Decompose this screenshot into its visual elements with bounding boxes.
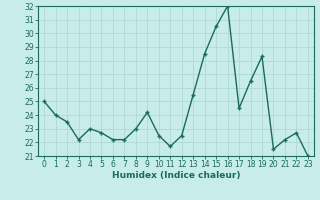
X-axis label: Humidex (Indice chaleur): Humidex (Indice chaleur) [112, 171, 240, 180]
